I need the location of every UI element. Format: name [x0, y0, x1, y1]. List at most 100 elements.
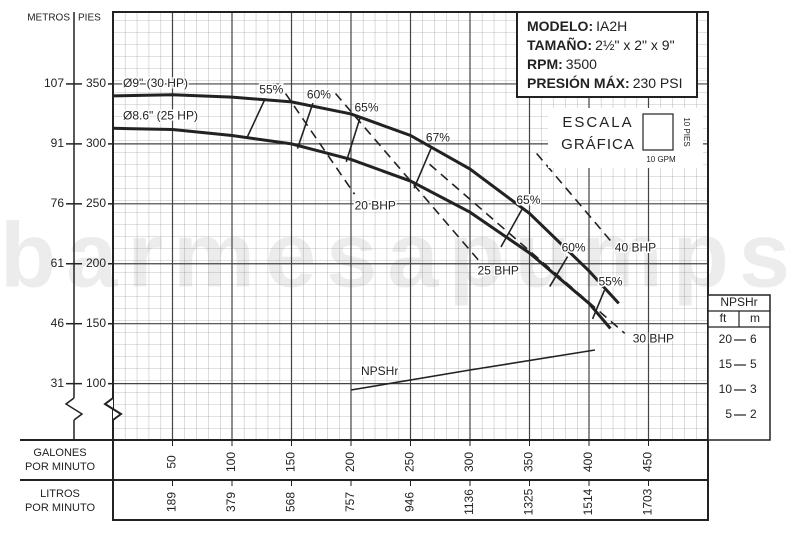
x2-label: POR MINUTO	[25, 502, 96, 514]
info-key: RPM:	[527, 56, 563, 72]
x2-tick-label: 946	[403, 492, 417, 512]
info-key: PRESIÓN MÁX:	[527, 74, 630, 91]
x-tick-label: 100	[224, 452, 238, 472]
x2-tick-label: 189	[165, 492, 179, 512]
x-axis-frame	[20, 439, 709, 521]
y-tick-label: 350	[86, 76, 106, 90]
series-label: Ø8.6" (25 HP)	[123, 108, 198, 122]
efficiency-label: 60%	[562, 241, 586, 255]
y-secondary-tick-label: 46	[51, 316, 65, 330]
info-value: 3500	[566, 56, 597, 72]
scale-height: 10 PIES	[682, 117, 691, 146]
scale-title: ESCALA	[562, 114, 633, 131]
npshr-curve	[350, 349, 596, 391]
efficiency-label: 65%	[355, 100, 379, 114]
efficiency-line	[591, 289, 606, 320]
y2-secondary-tick-label: 2	[750, 407, 757, 421]
meter-axis	[64, 12, 84, 440]
info-key: MODELO:	[527, 18, 593, 34]
y2-unit: ft	[720, 311, 727, 325]
x-tick-label: 150	[284, 452, 298, 472]
x-tick-label: 350	[522, 452, 536, 472]
info-line: PRESIÓN MÁX: 230 PSI	[527, 74, 683, 91]
x-label: GALONES	[33, 447, 86, 459]
y2-tick-label: 15	[719, 357, 733, 371]
series-label: Ø9" (30 HP)	[123, 76, 188, 90]
head-curve	[112, 126, 612, 330]
y2-secondary-tick-label: 3	[750, 382, 757, 396]
scale-width: 10 GPM	[646, 155, 676, 164]
efficiency-line	[413, 145, 433, 189]
x-tick-label: 300	[462, 452, 476, 472]
x2-tick-label: 568	[284, 492, 298, 512]
info-line: RPM: 3500	[527, 56, 597, 72]
info-box	[516, 11, 698, 98]
x-tick-label: 50	[165, 455, 179, 469]
info-value: 2½" x 2" x 9"	[595, 37, 675, 53]
axis-break	[103, 397, 123, 421]
efficiency-line	[500, 208, 524, 248]
separator: |	[73, 13, 76, 24]
y2-secondary-tick-label: 6	[750, 332, 757, 346]
bhp-line	[536, 152, 614, 244]
scale-box	[548, 108, 703, 168]
x-tick-label: 450	[641, 452, 655, 472]
x-tick-label: 250	[403, 452, 417, 472]
x-tick-label: 200	[343, 452, 357, 472]
y-tick-label: 100	[86, 376, 106, 390]
efficiency-label: 67%	[426, 130, 450, 144]
y-label-left: METROS	[27, 13, 70, 24]
bhp-line	[429, 163, 626, 334]
marks	[112, 93, 626, 391]
x2-tick-label: 1703	[641, 488, 655, 515]
npshr-box-lines	[708, 310, 770, 328]
info-line: MODELO: IA2H	[527, 18, 627, 34]
y2-secondary-tick-label: 5	[750, 357, 757, 371]
x2-label: LITROS	[40, 488, 80, 500]
scale-square	[642, 113, 674, 151]
y2-tick-label: 10	[719, 382, 733, 396]
efficiency-label: 60%	[307, 87, 331, 101]
x2-tick-label: 1136	[462, 489, 476, 515]
x2-tick-label: 757	[343, 492, 357, 512]
y-secondary-tick-label: 76	[51, 196, 65, 210]
y-secondary-tick-label: 31	[51, 376, 65, 390]
y-label: PIES	[78, 13, 101, 24]
efficiency-label: 55%	[259, 82, 283, 96]
y-secondary-tick-label: 61	[51, 256, 65, 270]
y-secondary-tick-label: 91	[51, 136, 65, 150]
y-tick-label: 200	[86, 256, 106, 270]
y-tick-label: 300	[86, 136, 106, 150]
x2-tick-label: 1325	[522, 488, 536, 515]
head-curve	[112, 93, 620, 305]
bhp-line	[284, 93, 356, 195]
efficiency-line	[296, 102, 314, 149]
info-key: TAMAÑO:	[527, 36, 592, 53]
series-label: 20 BHP	[355, 198, 396, 212]
efficiency-line	[549, 256, 569, 287]
efficiency-line	[345, 116, 362, 163]
scale-title: GRÁFICA	[561, 136, 635, 153]
y-secondary-tick-label: 107	[44, 76, 64, 90]
efficiency-line	[246, 97, 267, 138]
series-label: 30 BHP	[633, 331, 674, 345]
series-label: NPSHr	[361, 364, 398, 378]
x2-tick-label: 379	[224, 492, 238, 512]
y2-tick-label: 20	[719, 332, 733, 346]
series-label: 40 BHP	[615, 241, 656, 255]
grid	[113, 12, 708, 440]
y-tick-label: 250	[86, 196, 106, 210]
efficiency-label: 55%	[598, 274, 622, 288]
x2-tick-label: 1514	[581, 488, 595, 515]
y2-tick-label: 5	[725, 407, 732, 421]
info-value: 230 PSI	[633, 75, 683, 91]
y2-title: NPSHr	[720, 295, 757, 309]
x-label: POR MINUTO	[25, 461, 96, 473]
series-label: 25 BHP	[478, 264, 519, 278]
x-tick-label: 400	[581, 452, 595, 472]
info-value: IA2H	[596, 18, 627, 34]
y2-unit: m	[750, 311, 760, 325]
